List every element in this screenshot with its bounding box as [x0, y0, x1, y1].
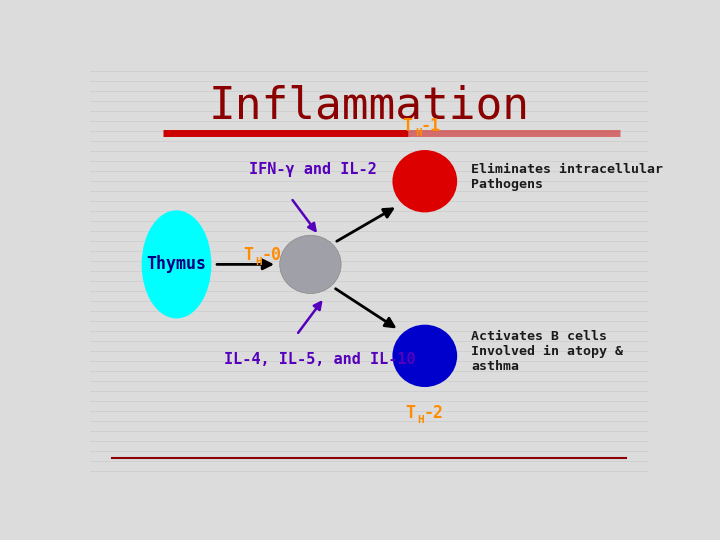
Text: Eliminates intracellular
Pathogens: Eliminates intracellular Pathogens [471, 163, 663, 191]
Ellipse shape [142, 211, 212, 319]
Text: T: T [405, 404, 415, 422]
Text: -1: -1 [421, 117, 441, 136]
Text: Inflammation: Inflammation [209, 85, 529, 128]
Ellipse shape [392, 150, 457, 212]
Text: H: H [415, 129, 421, 138]
Text: Activates B cells
Involved in atopy &
asthma: Activates B cells Involved in atopy & as… [471, 330, 623, 373]
Text: T: T [402, 117, 413, 136]
Text: T: T [243, 246, 253, 264]
Text: H: H [256, 257, 263, 267]
Text: Thymus: Thymus [146, 255, 207, 273]
Text: -0: -0 [262, 246, 282, 264]
Ellipse shape [279, 235, 341, 294]
Text: IFN-γ and IL-2: IFN-γ and IL-2 [249, 162, 377, 177]
Text: -2: -2 [423, 404, 444, 422]
Text: H: H [418, 415, 424, 425]
Text: IL-4, IL-5, and IL-10: IL-4, IL-5, and IL-10 [224, 352, 415, 367]
Ellipse shape [392, 325, 457, 387]
